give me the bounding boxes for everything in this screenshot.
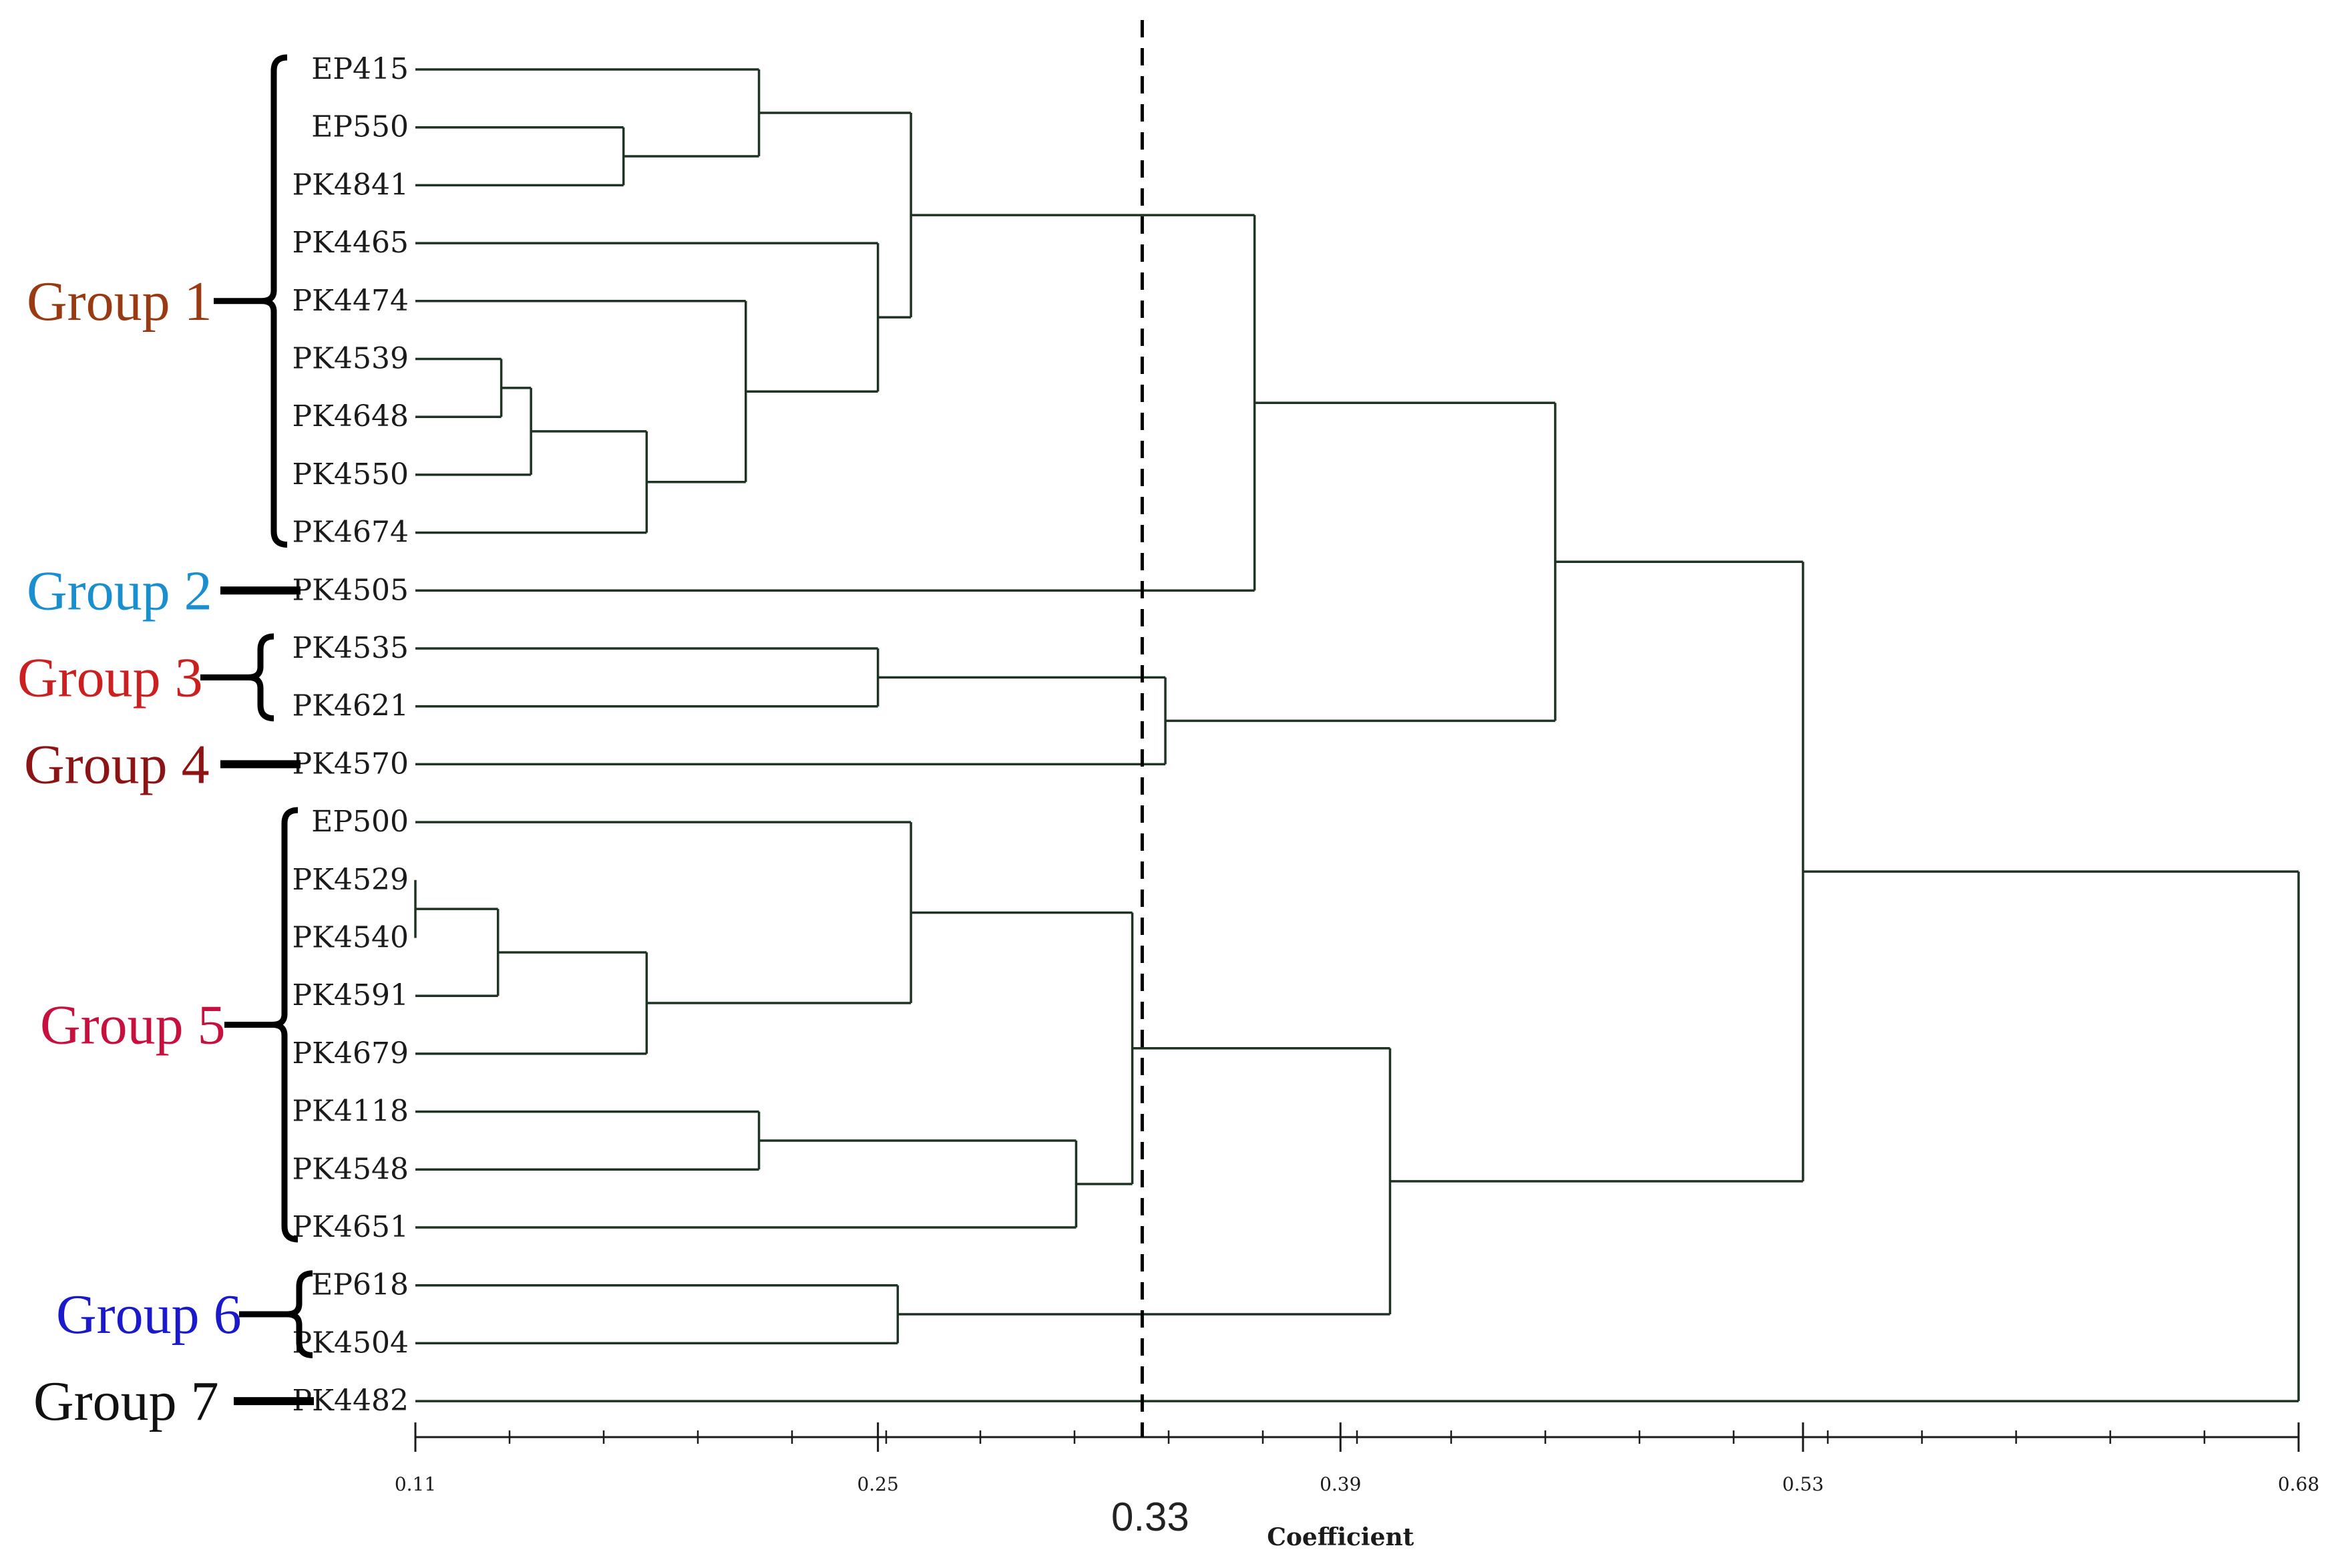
leaf-label: PK4539	[292, 342, 409, 376]
cutoff-label: 0.33	[1111, 1495, 1189, 1539]
x-axis-tick-label: 0.39	[1320, 1473, 1361, 1495]
leaf-label: EP500	[311, 805, 409, 839]
leaf-label: PK4570	[292, 747, 409, 781]
leaf-label: PK4548	[292, 1152, 409, 1186]
group-label: Group 4	[24, 733, 210, 795]
leaf-label: EP618	[311, 1268, 409, 1302]
group-label: Group 2	[27, 560, 212, 622]
group-label: Group 6	[56, 1284, 242, 1346]
group-annotations: Group 1 Group 2 Group 3 Group 4 Group 5 Group…	[17, 54, 314, 1432]
leaf-label: PK4505	[292, 573, 409, 607]
leaf-label: PK4841	[292, 168, 409, 202]
leaf-label: PK4118	[292, 1095, 409, 1129]
leaf-labels: EP415 EP550 PK4841 PK4465 PK4474 PK4539 PK4648…	[292, 52, 409, 1418]
leaf-label: PK4535	[292, 631, 409, 665]
group-label: Group 3	[17, 646, 203, 709]
leaf-label: PK4679	[292, 1036, 409, 1070]
x-axis-tick-label: 0.25	[857, 1473, 898, 1495]
leaf-label: PK4540	[292, 921, 409, 955]
leaf-label: EP415	[311, 52, 409, 86]
x-axis-tick-label: 0.11	[395, 1473, 436, 1495]
dendrogram-branches	[414, 68, 2300, 1402]
leaf-label: PK4465	[292, 226, 409, 260]
leaf-label: EP550	[311, 110, 409, 144]
x-axis: 0.11 0.25 0.39 0.53 0.68	[395, 1422, 2319, 1495]
leaf-label: PK4529	[292, 863, 409, 897]
group-label: Group 1	[27, 270, 212, 333]
leaf-label: PK4651	[292, 1210, 409, 1244]
group-bracket	[248, 633, 274, 722]
leaf-label: PK4591	[292, 978, 409, 1012]
leaf-label: PK4474	[292, 284, 409, 318]
leaf-label: PK4648	[292, 399, 409, 433]
group-bracket	[261, 54, 288, 548]
group-label: Group 5	[40, 994, 226, 1056]
leaf-label: PK4674	[292, 516, 409, 550]
leaf-label: PK4550	[292, 457, 409, 492]
group-label: Group 7	[33, 1370, 219, 1432]
x-axis-tick-label: 0.68	[2278, 1473, 2319, 1495]
x-axis-title: Coefficient	[1267, 1523, 1414, 1551]
x-axis-tick-label: 0.53	[1782, 1473, 1824, 1495]
leaf-label: PK4621	[292, 689, 409, 723]
